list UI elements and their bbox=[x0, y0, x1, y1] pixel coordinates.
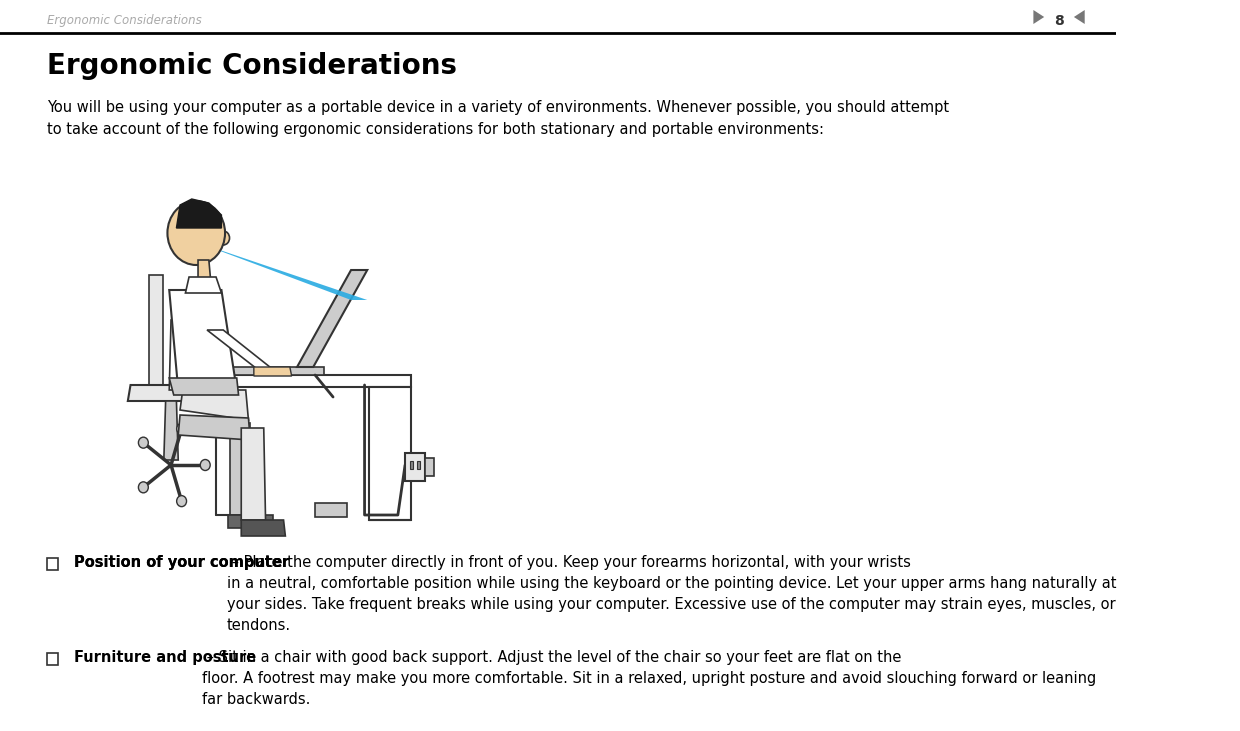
Polygon shape bbox=[298, 270, 367, 367]
Polygon shape bbox=[315, 503, 346, 517]
Circle shape bbox=[176, 496, 186, 507]
Polygon shape bbox=[409, 461, 413, 469]
Circle shape bbox=[176, 423, 186, 434]
Polygon shape bbox=[1074, 10, 1085, 24]
Polygon shape bbox=[417, 461, 420, 469]
Polygon shape bbox=[229, 423, 250, 515]
Polygon shape bbox=[370, 387, 412, 520]
Text: Furniture and posture: Furniture and posture bbox=[74, 650, 257, 665]
Polygon shape bbox=[169, 290, 237, 390]
Circle shape bbox=[217, 231, 229, 245]
Polygon shape bbox=[164, 401, 179, 460]
Text: – Place the computer directly in front of you. Keep your forearms horizontal, wi: – Place the computer directly in front o… bbox=[227, 555, 1116, 633]
Text: Ergonomic Considerations: Ergonomic Considerations bbox=[47, 52, 456, 80]
Polygon shape bbox=[149, 275, 162, 385]
Circle shape bbox=[167, 201, 224, 265]
Polygon shape bbox=[1033, 10, 1044, 24]
Polygon shape bbox=[254, 367, 291, 376]
Polygon shape bbox=[128, 385, 224, 401]
Polygon shape bbox=[212, 375, 412, 387]
Polygon shape bbox=[180, 390, 248, 420]
Polygon shape bbox=[169, 320, 187, 390]
Text: Position of your computer: Position of your computer bbox=[74, 555, 289, 570]
Polygon shape bbox=[228, 515, 273, 528]
Polygon shape bbox=[218, 367, 324, 375]
Text: 8: 8 bbox=[1054, 14, 1064, 28]
Text: – Sit in a chair with good back support. Adjust the level of the chair so your f: – Sit in a chair with good back support.… bbox=[202, 650, 1096, 707]
Polygon shape bbox=[242, 520, 285, 536]
Text: Position of your computer: Position of your computer bbox=[74, 555, 289, 570]
Polygon shape bbox=[207, 330, 274, 370]
Text: Ergonomic Considerations: Ergonomic Considerations bbox=[47, 14, 202, 27]
Polygon shape bbox=[176, 199, 222, 228]
Text: You will be using your computer as a portable device in a variety of environment: You will be using your computer as a por… bbox=[47, 100, 949, 137]
Polygon shape bbox=[179, 415, 250, 440]
Circle shape bbox=[201, 460, 211, 471]
Polygon shape bbox=[196, 242, 367, 300]
Bar bbox=[47, 558, 57, 570]
Polygon shape bbox=[186, 277, 222, 293]
Bar bbox=[47, 653, 57, 665]
Circle shape bbox=[139, 482, 149, 493]
Polygon shape bbox=[425, 458, 434, 476]
Polygon shape bbox=[169, 378, 238, 395]
Polygon shape bbox=[405, 453, 425, 481]
Circle shape bbox=[139, 437, 149, 448]
Polygon shape bbox=[198, 260, 211, 280]
Polygon shape bbox=[242, 428, 265, 520]
